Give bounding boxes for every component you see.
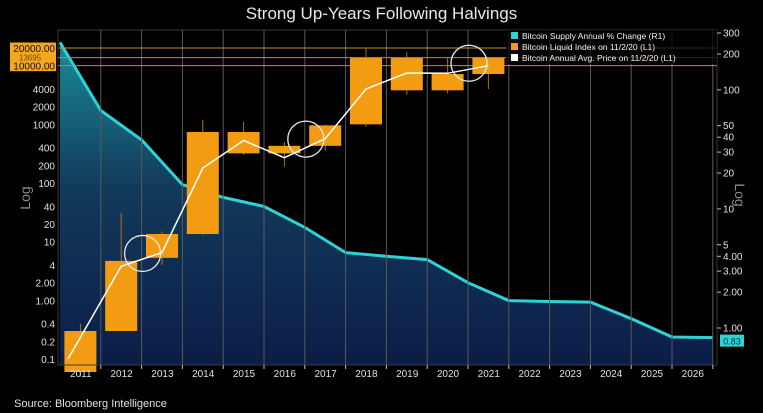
candle-body: [390, 58, 423, 91]
legend-swatch: [511, 43, 518, 50]
left-tick-label: 1000: [33, 120, 56, 131]
left-tick-label: 1.00: [36, 296, 56, 307]
x-axis: 2011 2012 2013 2014 2015 2016 2017 2018 2019 2020…: [70, 365, 714, 380]
legend-swatch: [511, 32, 518, 39]
legend: Bitcoin Supply Annual % Change (R1)Bitco…: [506, 30, 717, 64]
legend-label: Bitcoin Annual Avg. Price on 11/2/20 (L1…: [522, 53, 676, 63]
right-tick-label: 10: [723, 204, 735, 215]
left-tick-label: 10000.00: [13, 62, 55, 73]
halving-circle: [287, 120, 325, 158]
plot-frame: [57, 29, 718, 366]
right-tick-label: 1.00: [723, 324, 743, 335]
x-tick-label: 2025: [641, 369, 664, 380]
left-tick-label: 2.00: [36, 279, 56, 290]
right-tick-label: 2.00: [723, 288, 743, 299]
candle-body: [268, 145, 301, 154]
x-tick-label: 2012: [110, 369, 133, 380]
x-tick-label: 2014: [192, 369, 215, 380]
x-tick-label: 2018: [355, 369, 378, 380]
last-value-label: 13695: [19, 54, 42, 63]
left-tick-label: 400: [38, 144, 55, 155]
left-tick-label: 200: [38, 161, 55, 172]
left-tick-label: 10: [44, 238, 56, 249]
right-last-value-label: 0.83: [723, 337, 741, 347]
right-tick-label: 50: [723, 121, 735, 132]
x-tick-label: 2011: [70, 369, 92, 380]
x-tick-label: 2016: [274, 369, 297, 380]
candle-body: [227, 132, 260, 154]
x-tick-label: 2019: [396, 369, 419, 380]
left-tick-highlight: [10, 60, 56, 72]
right-tick-label: 100: [723, 85, 740, 96]
candle-body: [350, 58, 382, 125]
x-tick-label: 2024: [600, 369, 623, 380]
right-tick-label: 40: [723, 133, 735, 144]
left-tick-label: 0.1: [41, 355, 55, 366]
halving-circle: [123, 234, 162, 273]
left-tick-label: 100: [38, 179, 55, 190]
left-tick-label: 2000: [33, 103, 56, 114]
candle-body: [309, 125, 342, 146]
left-axis: 20000.00 10000.00 4000 2000 1000 400 200 100 40 2…: [10, 42, 56, 366]
left-tick-label: 0.2: [41, 337, 55, 348]
right-tick-label: 200: [723, 49, 740, 60]
legend-box: [506, 30, 717, 64]
left-axis-title: Log: [17, 186, 33, 209]
x-tick-label: 2021: [478, 369, 501, 380]
right-tick-label: 3.00: [723, 267, 743, 278]
chart-title: Strong Up-Years Following Halvings: [245, 4, 518, 23]
left-tick-label: 4: [49, 261, 55, 272]
left-tick-label: 20: [44, 220, 56, 231]
right-axis-title: Log: [732, 183, 748, 206]
last-value-tag: [10, 52, 56, 63]
right-tick-label: 30: [723, 148, 735, 159]
legend-swatch: [511, 54, 518, 61]
halving-circle: [450, 44, 488, 82]
left-tick-label: 40: [44, 202, 56, 213]
right-tick-label: 300: [723, 29, 740, 40]
left-tick-label: 4000: [33, 85, 56, 96]
x-tick-label: 2022: [518, 369, 541, 380]
right-last-value-tag: [720, 334, 744, 347]
candle-body: [105, 260, 138, 332]
legend-label: Bitcoin Liquid Index on 11/2/20 (L1): [522, 42, 655, 52]
x-tick-label: 2023: [559, 369, 582, 380]
legend-label: Bitcoin Supply Annual % Change (R1): [522, 31, 665, 41]
left-tick-label: 0.4: [41, 320, 55, 331]
candle-body: [186, 132, 219, 235]
plot-area: [57, 29, 718, 377]
x-tick-label: 2026: [682, 369, 705, 380]
x-tick-label: 2017: [314, 369, 337, 380]
right-tick-label: 20: [723, 169, 735, 180]
left-tick-highlight: [10, 42, 56, 54]
left-tick-label: 20000.00: [13, 44, 55, 55]
avg-price-line: [67, 64, 489, 360]
candle-body: [431, 74, 464, 91]
right-tick-label: 4.00: [723, 252, 743, 263]
right-tick-label: 5: [723, 240, 729, 251]
x-tick-label: 2015: [233, 369, 256, 380]
source-note: Source: Bloomberg Intelligence: [14, 398, 167, 410]
x-tick-label: 2013: [151, 369, 174, 380]
x-tick-label: 2020: [437, 369, 460, 380]
